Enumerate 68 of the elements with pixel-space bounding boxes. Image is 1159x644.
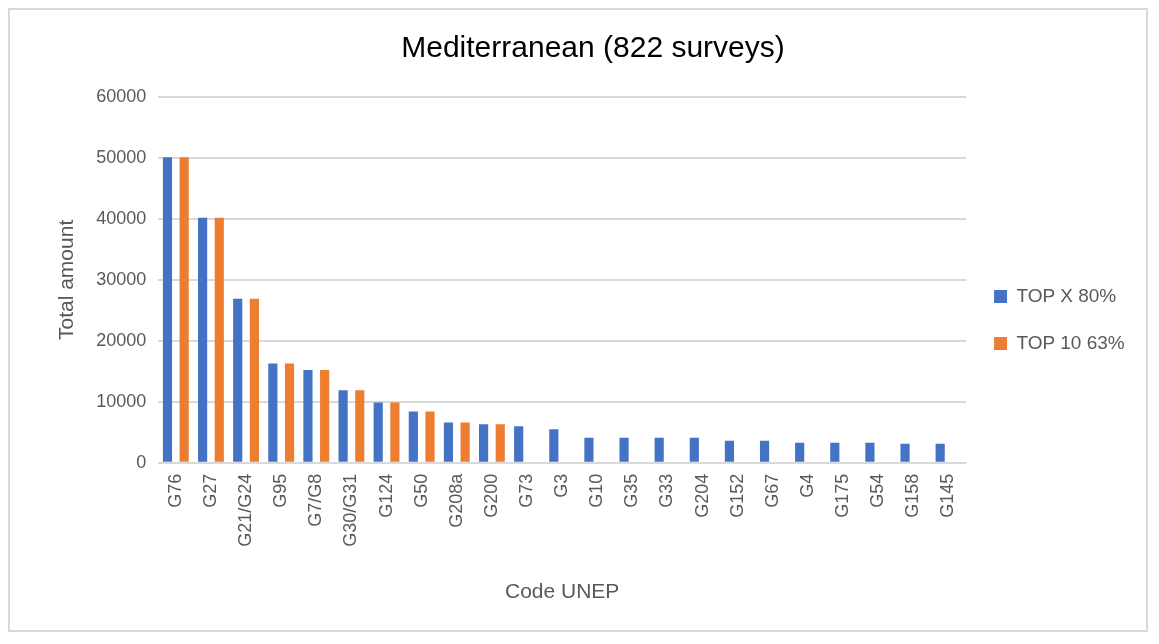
x-tick-label: G27	[199, 473, 220, 508]
bar	[619, 437, 629, 462]
x-tick-label: G33	[656, 473, 677, 508]
bar	[460, 422, 470, 462]
bar	[233, 298, 243, 462]
bar	[495, 424, 505, 462]
x-tick-label: G204	[691, 473, 712, 518]
bar	[865, 442, 875, 462]
x-tick-label: G54	[867, 473, 888, 508]
legend-label: TOP 10 63%	[1016, 331, 1125, 353]
x-tick-label: G145	[937, 473, 958, 518]
bar	[654, 437, 664, 462]
x-tick-label: G50	[410, 473, 431, 508]
x-tick-label: G73	[516, 473, 537, 508]
x-tick-label: G158	[902, 473, 923, 518]
bar	[724, 440, 735, 462]
y-tick-label: 20000	[96, 329, 147, 350]
bar	[584, 437, 594, 462]
bar	[759, 440, 770, 462]
bar	[390, 402, 400, 462]
x-tick-label: G7/G8	[305, 473, 326, 527]
bar	[443, 422, 454, 462]
bar	[935, 443, 945, 462]
x-tick-label: G10	[586, 473, 607, 508]
x-tick-label: G30/G31	[340, 473, 361, 547]
x-tick-label: G3	[551, 473, 572, 498]
x-tick-label: G4	[796, 473, 817, 498]
y-tick-label: 30000	[96, 268, 147, 289]
chart-title: Mediterranean (822 surveys)	[401, 30, 785, 64]
bar	[338, 390, 348, 462]
bar	[268, 363, 278, 462]
bar	[900, 443, 910, 462]
bar	[303, 370, 313, 462]
bar	[355, 390, 365, 462]
y-tick-label: 50000	[96, 146, 147, 167]
x-axis-title: Code UNEP	[504, 579, 620, 603]
y-axis-title: Total amount	[54, 219, 78, 340]
bar	[549, 429, 559, 462]
bar	[249, 298, 259, 462]
x-tick-label: G208a	[445, 472, 466, 528]
x-tick-label: G124	[375, 473, 396, 518]
bar	[689, 437, 699, 462]
bar	[284, 363, 295, 462]
x-tick-label: G35	[621, 473, 642, 508]
y-tick-label: 10000	[96, 390, 147, 411]
bar	[408, 411, 418, 462]
x-tick-label: G200	[480, 473, 501, 518]
x-tick-label: G67	[761, 473, 782, 508]
bar	[795, 442, 805, 462]
bar	[162, 157, 173, 462]
bar	[425, 411, 435, 462]
x-tick-label: G21/G24	[235, 473, 256, 547]
y-tick-label: 40000	[96, 207, 147, 228]
x-tick-label: G175	[832, 473, 853, 518]
y-tick-label: 0	[136, 451, 147, 472]
x-tick-label: G152	[726, 473, 747, 518]
bar	[514, 426, 524, 462]
bar	[478, 424, 489, 462]
bar	[179, 157, 189, 462]
bar	[373, 402, 383, 462]
bar	[320, 370, 330, 462]
x-tick-label: G95	[270, 473, 291, 508]
legend-label: TOP X 80%	[1016, 284, 1117, 306]
bar	[214, 217, 224, 462]
bar	[198, 217, 208, 462]
x-tick-label: G76	[164, 473, 185, 508]
y-tick-label: 60000	[96, 85, 147, 106]
bar	[830, 442, 840, 462]
